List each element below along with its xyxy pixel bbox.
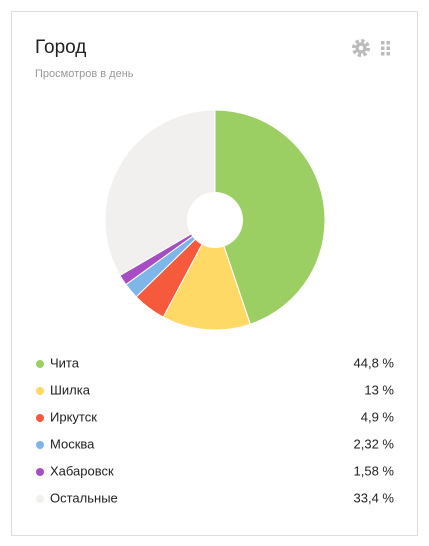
gear-hole [358,45,364,51]
legend-label: Хабаровск [50,463,114,478]
legend-value: 13 % [364,382,394,397]
pie-slice [104,109,216,277]
gear-teeth [352,39,370,57]
legend-marker [36,360,44,368]
legend-value: 2,32 % [354,436,395,451]
legend-label: Шилка [50,382,91,397]
legend-marker [36,387,44,395]
legend-marker [36,441,44,449]
legend-marker [36,495,44,503]
widget-title: Город [35,37,86,58]
legend-marker [36,414,44,422]
legend: Чита 44,8 % Шилка 13 % Иркутск 4,9 % Москва 2,3… [36,355,394,505]
pie-slice [214,109,326,325]
donut-hole [187,192,243,248]
legend-value: 4,9 % [361,409,395,424]
legend-label: Иркутск [50,409,97,424]
legend-value: 33,4 % [354,490,395,505]
pie [104,109,326,331]
pie-slice [162,218,251,331]
legend-value: 1,58 % [354,463,395,478]
settings-icon[interactable] [352,39,370,57]
drag-icon[interactable] [381,41,390,56]
legend-label: Чита [50,355,80,370]
legend-label: Москва [50,436,95,451]
legend-value: 44,8 % [354,355,395,370]
legend-label: Остальные [50,490,118,505]
legend-marker [36,468,44,476]
widget-subtitle: Просмотров в день [35,68,134,80]
